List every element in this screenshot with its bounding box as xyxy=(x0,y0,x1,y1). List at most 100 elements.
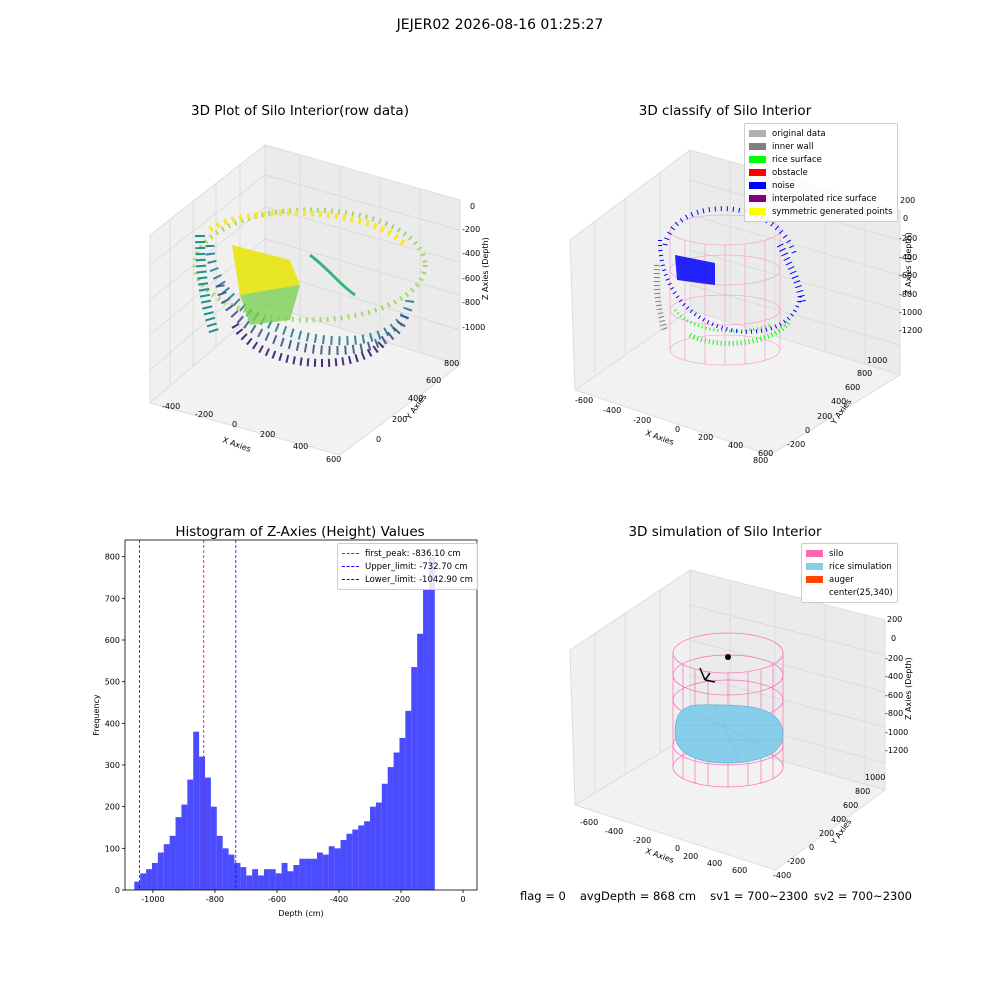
legend-item-noise: noise xyxy=(749,179,893,192)
svg-text:-400: -400 xyxy=(603,406,621,415)
svg-text:-200: -200 xyxy=(633,836,651,845)
histogram-bar xyxy=(246,875,253,890)
histogram-bar xyxy=(305,858,312,890)
histogram-bar xyxy=(358,825,365,890)
svg-text:0: 0 xyxy=(675,425,680,434)
svg-text:-1000: -1000 xyxy=(462,323,485,332)
histogram-bar xyxy=(370,806,376,890)
legend-item-auger: auger xyxy=(806,573,893,586)
histogram-y-tick-label: 400 xyxy=(105,719,120,728)
histogram-x-tick-label: -800 xyxy=(206,895,224,904)
svg-text:400: 400 xyxy=(728,441,743,450)
histogram-bar xyxy=(287,871,294,890)
histogram-bar xyxy=(263,869,270,890)
raw-x-label: X Axies xyxy=(221,435,252,454)
legend-swatch xyxy=(749,130,766,137)
legend-line-red xyxy=(342,553,359,554)
svg-text:200: 200 xyxy=(698,433,713,442)
svg-text:0: 0 xyxy=(809,843,814,852)
svg-text:-400: -400 xyxy=(885,672,903,681)
svg-text:-1200: -1200 xyxy=(885,746,908,755)
histogram-title: Histogram of Z-Axies (Height) Values xyxy=(175,524,425,540)
legend-item-center: center(25,340) xyxy=(806,586,893,599)
legend-swatch xyxy=(749,182,766,189)
svg-text:-600: -600 xyxy=(580,818,598,827)
histogram-x-tick-label: 0 xyxy=(460,895,465,904)
legend-item-silo: silo xyxy=(806,547,893,560)
legend-item-lower-limit: Lower_limit: -1042.90 cm xyxy=(342,573,473,586)
legend-swatch xyxy=(806,589,823,596)
histogram-bar xyxy=(205,777,211,890)
raw-z-label: Z Axies (Depth) xyxy=(481,237,490,300)
histogram-bar xyxy=(417,633,424,890)
histogram-bar xyxy=(311,858,317,890)
histogram-bar xyxy=(293,865,300,890)
svg-text:600: 600 xyxy=(758,449,773,458)
figure-title: JEJER02 2026-08-16 01:25:27 xyxy=(396,17,604,33)
svg-text:-200: -200 xyxy=(462,225,480,234)
legend-item-symmetric-generated-points: symmetric generated points xyxy=(749,205,893,218)
legend-swatch xyxy=(749,169,766,176)
histogram-bar xyxy=(175,817,182,890)
svg-text:-400: -400 xyxy=(899,253,917,262)
svg-text:1000: 1000 xyxy=(867,356,887,365)
svg-text:-800: -800 xyxy=(899,290,917,299)
svg-text:0: 0 xyxy=(891,634,896,643)
histogram-bar xyxy=(393,752,400,890)
svg-text:-200: -200 xyxy=(195,410,213,419)
rice-simulation-surface xyxy=(674,704,784,764)
svg-text:200: 200 xyxy=(819,829,834,838)
svg-text:-400: -400 xyxy=(773,871,791,880)
simulation-z-ticks: 200 0 -200 -400 -600 -800 -1000 -1200 xyxy=(885,615,908,755)
histogram-bar xyxy=(163,844,170,890)
legend-swatch xyxy=(749,195,766,202)
svg-text:0: 0 xyxy=(675,844,680,853)
svg-text:-600: -600 xyxy=(899,271,917,280)
avg-depth-text: avgDepth = 868 cm xyxy=(579,889,697,903)
svg-text:-200: -200 xyxy=(899,234,917,243)
svg-text:-1200: -1200 xyxy=(899,326,922,335)
raw-axes-panes xyxy=(148,143,462,456)
histogram-bar xyxy=(140,873,147,890)
histogram-x-tick-label: -200 xyxy=(392,895,410,904)
svg-text:200: 200 xyxy=(887,615,902,624)
auger-glyph xyxy=(699,667,716,683)
svg-text:600: 600 xyxy=(426,376,441,385)
svg-text:-600: -600 xyxy=(885,691,903,700)
histogram-bar xyxy=(222,848,229,890)
histogram-y-tick-label: 0 xyxy=(115,886,120,895)
raw-z-ticks: 0 -200 -400 -600 -800 -1000 xyxy=(462,202,485,332)
legend-item-upper-limit: Upper_limit: -732.70 cm xyxy=(342,560,473,573)
histogram-bar xyxy=(281,862,288,890)
histogram-bar xyxy=(346,833,353,890)
histogram-bar xyxy=(275,873,282,890)
histogram-chart: -1000 -800 -600 -400 -200 0 0 100 200 300 400 500 60… xyxy=(92,539,478,918)
histogram-bar xyxy=(228,854,235,890)
histogram-bar xyxy=(187,779,194,890)
histogram-bar xyxy=(169,835,176,890)
classify-z-label: Z Axies (Depth) xyxy=(904,232,913,295)
svg-text:600: 600 xyxy=(843,801,858,810)
classify-legend: original data inner wall rice surface ob… xyxy=(744,123,898,222)
legend-swatch xyxy=(806,550,823,557)
histogram-bar xyxy=(216,835,223,890)
histogram-bar xyxy=(181,804,188,890)
histogram-y-tick-label: 800 xyxy=(105,553,120,562)
svg-text:-600: -600 xyxy=(575,396,593,405)
histogram-bar xyxy=(193,731,200,890)
simulation-legend: silo rice simulation auger center(25,340… xyxy=(801,543,898,603)
svg-text:400: 400 xyxy=(707,859,722,868)
svg-text:-200: -200 xyxy=(633,416,651,425)
histogram-y-tick-label: 700 xyxy=(105,594,120,603)
histogram-bar xyxy=(352,829,359,890)
legend-line-blue xyxy=(342,579,359,580)
svg-text:-400: -400 xyxy=(162,402,180,411)
histogram-bar xyxy=(134,881,141,890)
svg-text:600: 600 xyxy=(732,866,747,875)
svg-text:-200: -200 xyxy=(787,857,805,866)
